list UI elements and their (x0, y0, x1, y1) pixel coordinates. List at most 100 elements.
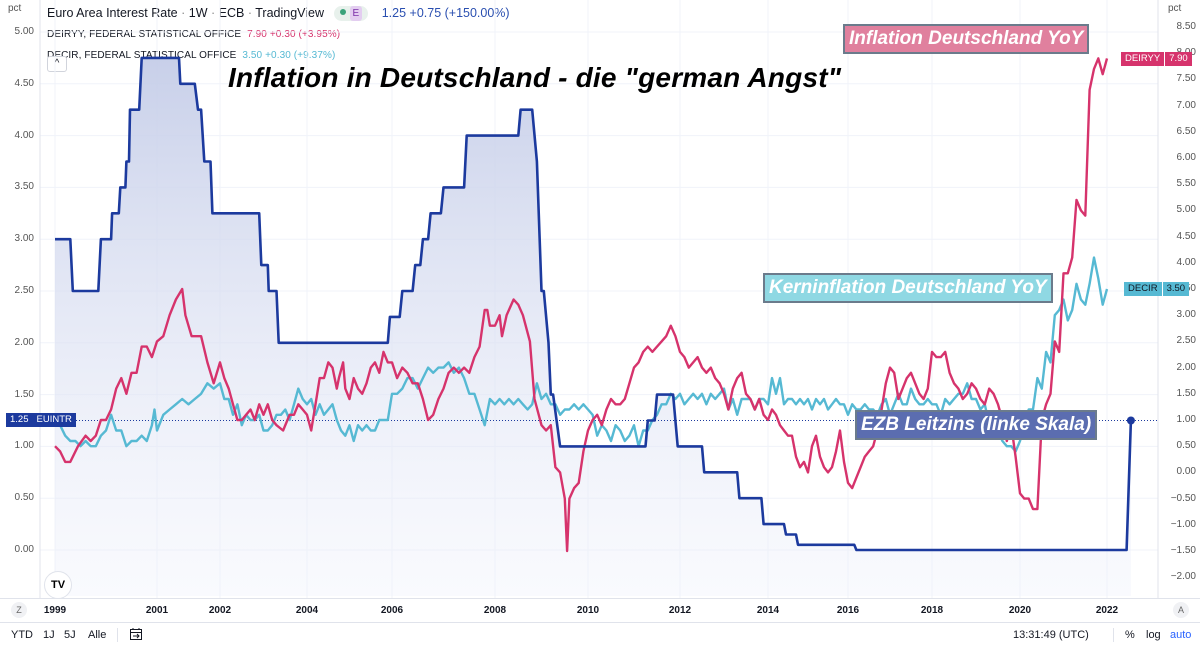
exchange: ECB (218, 6, 245, 20)
tradingview-logo[interactable]: TV (44, 571, 72, 599)
badge-letter: E (349, 6, 363, 21)
legend-main-series[interactable]: Euro Area Interest Rate · 1W · ECB · Tra… (47, 6, 510, 21)
right-axis-tick: −1.50 (1170, 545, 1196, 556)
auto-scale-toggle[interactable]: auto (1170, 629, 1192, 641)
annotation-ezb-leitzins[interactable]: EZB Leitzins (linke Skala) (855, 410, 1098, 440)
right-axis-tick: 4.00 (1176, 256, 1196, 268)
right-axis-tick: 6.50 (1176, 125, 1196, 137)
calendar-goto-icon (130, 628, 142, 640)
right-axis-tick: 7.00 (1176, 99, 1196, 111)
last-point-marker (1126, 416, 1135, 425)
toolbar-divider (117, 628, 118, 642)
range-ytd-button[interactable]: YTD (11, 629, 33, 641)
toolbar-divider (1113, 628, 1114, 642)
price-tag-decir: DECIR 3.50 (1124, 282, 1190, 296)
left-axis-tick: 2.00 (14, 336, 34, 348)
left-axis-tick: 4.50 (14, 77, 34, 89)
series2-change: +0.30 (+3.95%) (269, 29, 341, 40)
right-axis-tick: 8.50 (1176, 21, 1196, 32)
tag-value: 1.25 (6, 413, 33, 427)
x-axis-tick: 2002 (208, 605, 232, 616)
right-axis-tick: 1.00 (1176, 414, 1196, 425)
main-change: +0.75 (+150.00%) (409, 6, 510, 20)
chart-title[interactable]: Inflation in Deutschland - die "german A… (228, 62, 842, 93)
percent-scale-button[interactable]: % (1125, 629, 1135, 641)
x-axis-tick: 2022 (1095, 605, 1119, 616)
right-axis-tick: 0.00 (1176, 466, 1196, 478)
left-axis-tick: 3.50 (14, 181, 34, 193)
series2-value: 7.90 (247, 29, 267, 40)
right-axis-tick: 7.50 (1176, 73, 1196, 85)
main-value: 1.25 (381, 6, 407, 20)
left-axis-unit: pct (8, 3, 22, 14)
tag-name: DEIRYY (1121, 52, 1165, 66)
series3-change: +0.30 (+9.37%) (265, 50, 336, 61)
interval: 1W (188, 6, 208, 20)
series-line-euintr[interactable] (55, 56, 1133, 552)
series-lines (40, 56, 1158, 553)
legend-deiryy[interactable]: DEIRYY, FEDERAL STATISTICAL OFFICE 7.90 … (47, 24, 510, 45)
collapse-legend-button[interactable]: ^ (47, 56, 67, 72)
right-axis-tick: −1.00 (1170, 518, 1196, 530)
tag-value: 3.50 (1162, 282, 1190, 296)
right-axis-tick: 5.00 (1176, 204, 1196, 216)
right-axis-tick: 5.50 (1176, 178, 1196, 190)
auto-scale-button[interactable]: A (1173, 602, 1189, 618)
left-axis-tick: 1.50 (14, 388, 34, 400)
time-axis[interactable] (0, 598, 1200, 621)
right-axis-tick: −2.00 (1170, 571, 1196, 583)
right-axis-tick: 4.50 (1176, 230, 1196, 242)
range-1j-button[interactable]: 1J (43, 629, 55, 641)
tag-name: EUINTR (32, 413, 76, 427)
euintr-area-fill (55, 57, 1131, 596)
left-axis-tick: 4.00 (14, 129, 34, 141)
range-5j-button[interactable]: 5J (64, 629, 76, 641)
series-title: Euro Area Interest Rate (47, 6, 178, 20)
x-axis-tick: 2018 (920, 605, 944, 616)
left-axis-tick: 0.00 (14, 544, 34, 555)
x-axis-tick: 2012 (668, 605, 692, 616)
date-range-button[interactable] (128, 626, 144, 647)
legend: Euro Area Interest Rate · 1W · ECB · Tra… (47, 3, 510, 66)
right-axis-tick: 0.50 (1176, 440, 1196, 452)
x-axis-tick: 1999 (43, 605, 67, 616)
right-axis-tick: 2.50 (1176, 335, 1196, 347)
bottom-toolbar (0, 622, 1200, 648)
annotation-inflation[interactable]: Inflation Deutschland YoY (843, 24, 1090, 54)
right-axis-unit: pct (1168, 3, 1182, 14)
right-axis-tick: 2.00 (1176, 361, 1196, 373)
x-axis-tick: 2001 (145, 605, 169, 616)
x-axis-tick: 2006 (380, 605, 404, 616)
range-alle-button[interactable]: Alle (88, 629, 107, 641)
market-status-badge[interactable]: E (333, 6, 369, 21)
series-line-deiryy[interactable] (54, 57, 1109, 553)
right-axis-tick: 1.50 (1176, 387, 1196, 399)
series2-name: DEIRYY, FEDERAL STATISTICAL OFFICE (47, 29, 242, 40)
x-axis-tick: 2016 (836, 605, 860, 616)
x-axis-tick: 2020 (1008, 605, 1032, 616)
right-axis-tick: 3.00 (1176, 309, 1196, 321)
series3-value: 3.50 (242, 50, 263, 61)
left-axis-tick: 5.00 (14, 26, 34, 37)
left-axis-tick: 1.00 (14, 440, 34, 452)
clock-time[interactable]: 13:31:49 (UTC) (1013, 629, 1089, 641)
status-dot-icon (339, 9, 346, 15)
tag-name: DECIR (1124, 282, 1162, 296)
x-axis-tick: 2008 (483, 605, 507, 616)
x-axis-tick: 2010 (576, 605, 600, 616)
legend-decir[interactable]: DECIR, FEDERAL STATISTICAL OFFICE 3.50 +… (47, 45, 510, 66)
x-axis-tick: 2014 (756, 605, 780, 616)
price-tag-deiryy: DEIRYY 7.90 (1121, 52, 1192, 66)
series-line-decir[interactable] (53, 256, 1109, 453)
series3-name: DECIR, FEDERAL STATISTICAL OFFICE (47, 50, 237, 61)
left-axis-tick: 3.00 (14, 233, 34, 245)
log-scale-button[interactable]: log (1146, 629, 1161, 641)
zoom-reset-button[interactable]: Z (11, 602, 27, 618)
annotation-kerninflation[interactable]: Kerninflation Deutschland YoY (763, 273, 1053, 303)
right-axis-tick: −0.50 (1170, 492, 1196, 504)
left-axis-tick: 2.50 (14, 285, 34, 296)
right-axis-tick: 6.00 (1176, 152, 1196, 163)
x-axis-tick: 2004 (295, 605, 319, 616)
left-axis-tick: 0.50 (14, 492, 34, 504)
